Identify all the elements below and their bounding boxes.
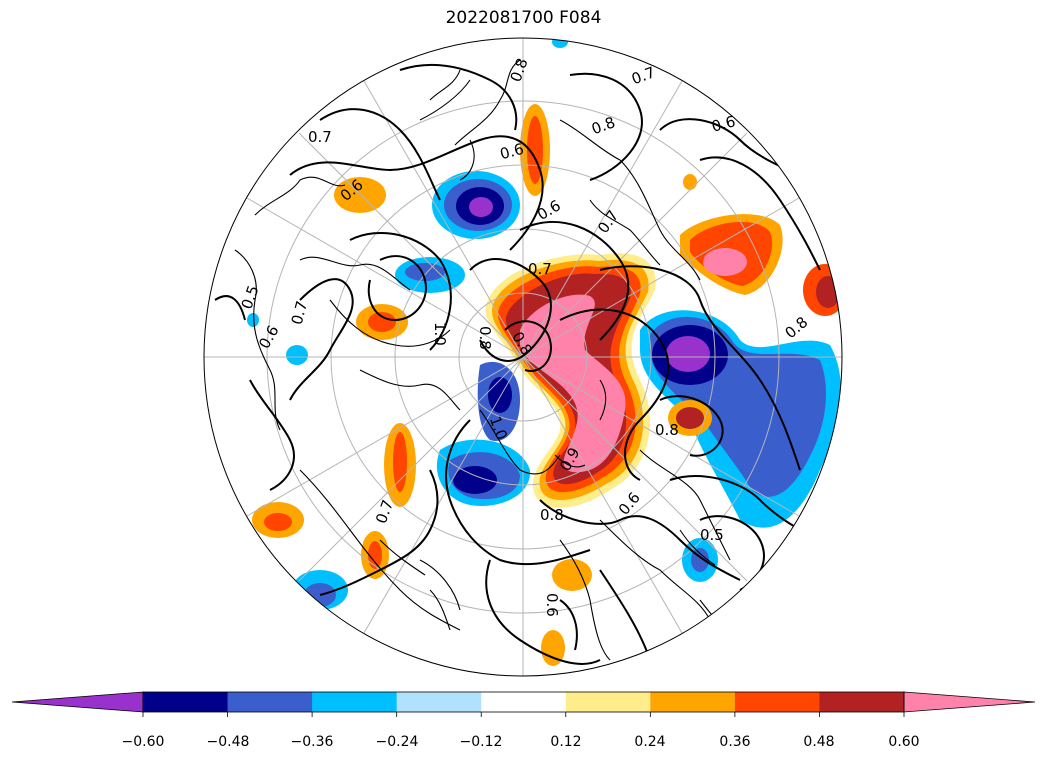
positive-anomaly-south <box>552 559 592 591</box>
map-title: 2022081700 F084 <box>445 8 602 28</box>
colorbar-segment <box>734 692 820 712</box>
colorbar-tick-label: −0.60 <box>121 734 165 750</box>
colorbar-segment <box>312 692 398 712</box>
positive-anomaly-south-2 <box>541 630 565 666</box>
colorbar-segment <box>481 692 567 712</box>
negative-anomaly-east-core-2 <box>666 336 710 372</box>
colorbar-segment <box>227 692 313 712</box>
negative-anomaly-small-north <box>552 38 568 48</box>
colorbar-tick-label: −0.36 <box>290 734 334 750</box>
positive-anomaly-northwest <box>334 177 386 213</box>
colorbar-segment <box>819 692 905 712</box>
negative-anomaly-south-core <box>453 466 497 494</box>
positive-anomaly-southwest-2-core <box>368 541 382 569</box>
negative-anomaly-core-3 <box>469 197 493 217</box>
contour-label: 0.6 <box>543 593 561 617</box>
negative-anomaly-westcenter-core <box>405 263 445 281</box>
positive-anomaly-far-east-core <box>816 276 840 308</box>
contour-label: 0.8 <box>540 506 564 524</box>
positive-anomaly-west-core <box>368 312 396 332</box>
positive-anomaly-pink <box>520 294 626 473</box>
contour-label: 0.7 <box>288 299 312 327</box>
colorbar-segment <box>12 692 143 712</box>
colorbar-tick-label: 0.48 <box>803 734 835 750</box>
contour-label: 0.7 <box>528 260 552 278</box>
colorbar-segment <box>904 692 1035 712</box>
map-boundary <box>203 37 843 677</box>
anomaly-fill-layer <box>247 38 842 666</box>
contour-label: 0.6 <box>498 140 526 164</box>
colorbar-tick-label: 0.24 <box>634 734 666 750</box>
positive-anomaly-southwest-core <box>393 432 407 492</box>
colorbar-segment <box>396 692 482 712</box>
colorbar-tick-label: 0.60 <box>888 734 920 750</box>
coastlines <box>234 59 741 661</box>
colorbar-tick-label: −0.12 <box>459 734 503 750</box>
contour-label: 0.8 <box>655 421 679 439</box>
colorbar <box>11 691 1036 717</box>
negative-anomaly-small-west-2 <box>247 313 259 327</box>
polar-map: 0.7 0.8 0.6 0.7 0.8 0.6 0.6 0.7 0.6 0.8 … <box>203 37 843 677</box>
contour-label: 0.7 <box>308 128 332 146</box>
colorbar-segment <box>565 692 651 712</box>
colorbar-tick-label: −0.48 <box>206 734 250 750</box>
contour-label: 0.5 <box>700 526 724 544</box>
positive-anomaly-northeast-core <box>703 248 747 276</box>
colorbar-tick-label: 0.36 <box>719 734 751 750</box>
positive-anomaly-ne-small <box>683 174 697 190</box>
contour-label: 0.6 <box>710 112 738 136</box>
colorbar-segment <box>143 692 229 712</box>
colorbar-segment <box>650 692 736 712</box>
contour-label: 1.0 <box>431 322 449 346</box>
positive-anomaly-edge-west-core <box>264 513 292 531</box>
colorbar-tick-label: 0.12 <box>550 734 582 750</box>
colorbar-tick-label: −0.24 <box>375 734 419 750</box>
positive-anomaly-east-core <box>676 407 704 429</box>
contour-label: 0.8 <box>476 326 494 350</box>
negative-anomaly-small-west <box>286 345 308 365</box>
